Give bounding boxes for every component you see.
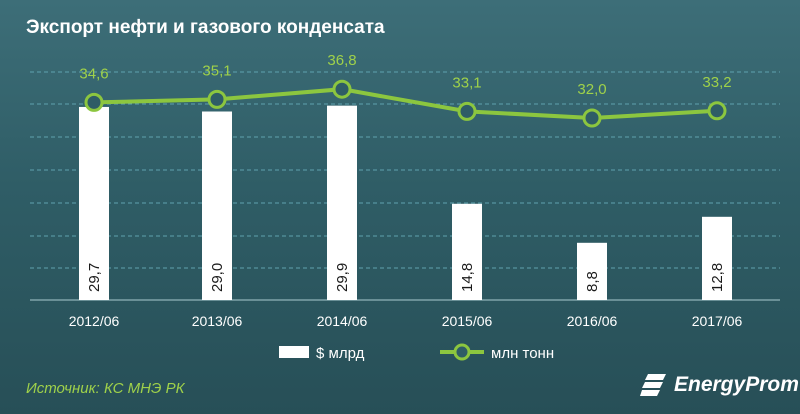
- logo-text: EnergyProm: [674, 373, 799, 396]
- energyprom-logo: EnergyProm: [640, 372, 799, 398]
- line-point: [207, 89, 227, 109]
- line-point: [707, 101, 727, 121]
- legend-bar-label: $ млрд: [316, 345, 365, 362]
- bar-value-label: 29,0: [209, 263, 226, 292]
- logo-icon: [640, 374, 666, 396]
- line-point: [582, 108, 602, 128]
- line-value-label: 33,2: [702, 74, 731, 91]
- bar-series: [79, 105, 732, 301]
- line-value-label: 35,1: [202, 62, 231, 79]
- legend-bar-swatch: [279, 346, 309, 358]
- line-value-label: 32,0: [577, 81, 606, 98]
- x-tick-label: 2017/06: [692, 313, 743, 329]
- line-value-label: 33,1: [452, 74, 481, 91]
- line-point: [84, 92, 104, 112]
- line-point: [332, 79, 352, 99]
- x-tick-label: 2014/06: [317, 313, 368, 329]
- source-note: Источник: КС МНЭ РК: [26, 380, 185, 397]
- line-series: 34,6 35,1 36,8 33,1 32,0 33,2: [79, 52, 732, 128]
- legend-line-label: млн тонн: [491, 345, 554, 362]
- chart-title: Экспорт нефти и газового конденсата: [26, 17, 385, 38]
- bar-value-label: 12,8: [709, 263, 726, 292]
- bar: [452, 203, 482, 300]
- x-tick-label: 2016/06: [567, 313, 618, 329]
- line-value-label: 36,8: [327, 52, 356, 69]
- x-tick-label: 2015/06: [442, 313, 493, 329]
- x-axis-ticks: 2012/06 2013/06 2014/06 2015/06 2016/06 2017/…: [69, 313, 743, 329]
- legend-line-marker: [453, 343, 471, 361]
- gridlines: [30, 71, 780, 301]
- bar: [79, 106, 109, 300]
- x-tick-label: 2013/06: [192, 313, 243, 329]
- line-value-label: 34,6: [79, 65, 108, 82]
- bar: [577, 242, 607, 300]
- bar-value-label: 14,8: [459, 263, 476, 292]
- x-tick-label: 2012/06: [69, 313, 120, 329]
- bar: [702, 216, 732, 300]
- line-point: [457, 101, 477, 121]
- bar-labels: 29,7 29,0 29,9 14,8 8,8 12,8: [86, 263, 726, 292]
- legend: $ млрд млн тонн: [279, 343, 554, 362]
- bar: [202, 111, 232, 300]
- bar: [327, 105, 357, 301]
- line-path: [93, 87, 718, 121]
- bar-value-label: 29,7: [86, 263, 103, 292]
- bar-value-label: 29,9: [334, 263, 351, 292]
- bar-value-label: 8,8: [584, 271, 601, 292]
